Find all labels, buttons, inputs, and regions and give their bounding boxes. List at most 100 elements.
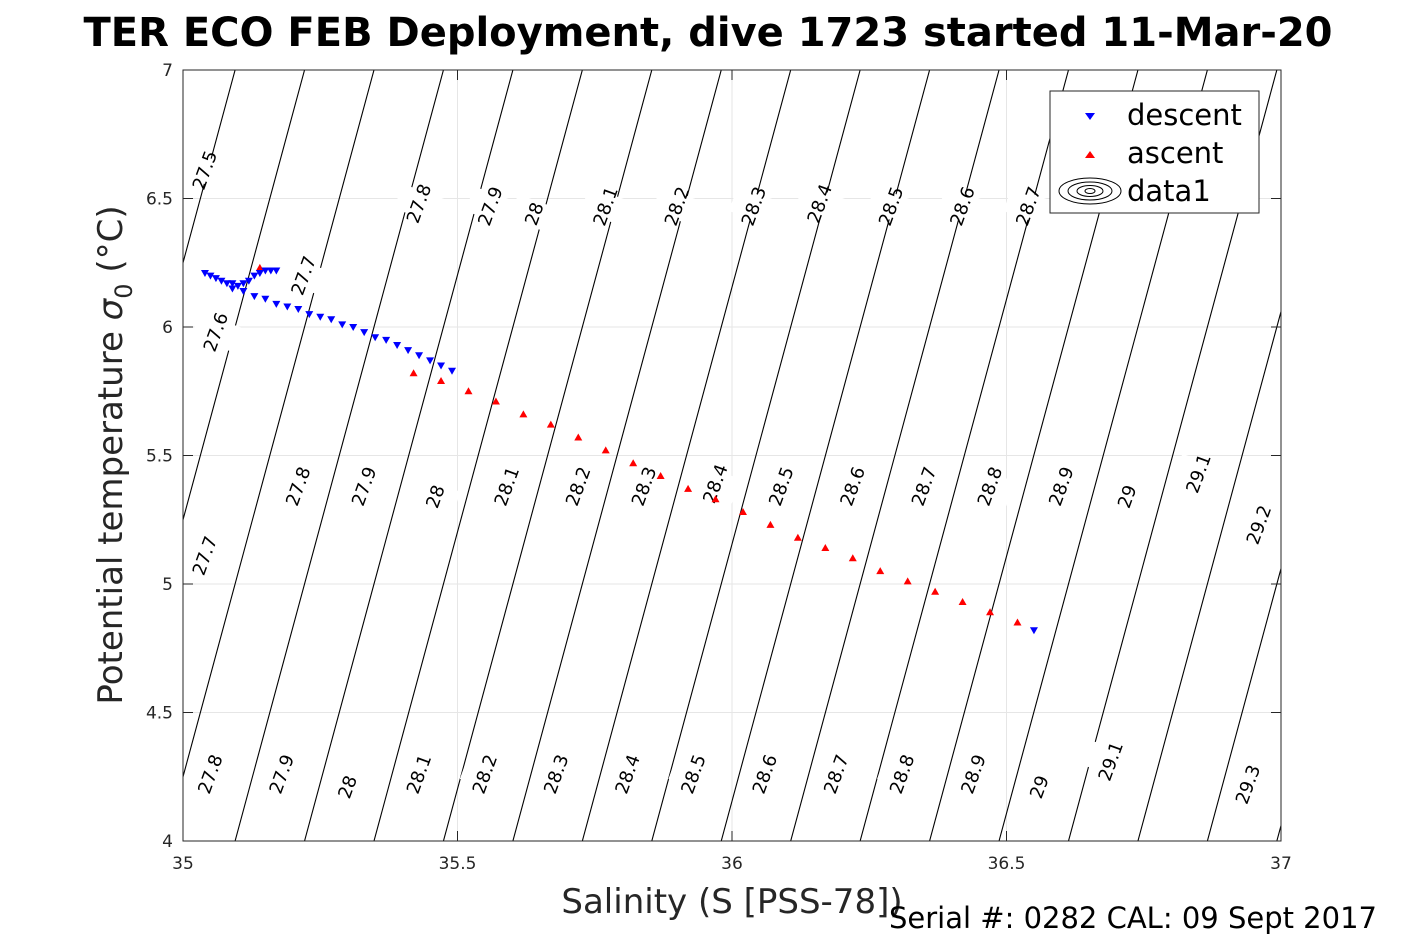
descent-point xyxy=(211,275,220,283)
contour-label-background xyxy=(339,466,390,507)
x-tick-label: 35.5 xyxy=(439,854,477,874)
contour-label-background xyxy=(531,754,582,794)
contour-label-background xyxy=(509,194,560,234)
contour-label-background xyxy=(756,466,807,507)
ascent-point xyxy=(437,376,446,384)
ascent-point xyxy=(629,459,638,467)
contour-line xyxy=(1137,309,1281,841)
descent-point xyxy=(206,272,215,280)
descent-point xyxy=(233,282,242,290)
y-tick-label: 5 xyxy=(162,575,173,595)
legend-descent-marker xyxy=(1085,113,1095,120)
descent-point xyxy=(393,341,402,349)
descent-point xyxy=(266,267,275,275)
descent-point xyxy=(360,329,369,337)
contour-line xyxy=(373,70,583,841)
ascent-point xyxy=(821,544,830,552)
ascent-point xyxy=(519,410,528,418)
ascent-point xyxy=(1013,618,1022,626)
ascent-point xyxy=(255,263,264,271)
ascent-point xyxy=(903,577,912,585)
y-tick-label: 5.5 xyxy=(146,447,173,467)
descent-point xyxy=(349,324,358,331)
contour-label-background xyxy=(794,183,845,224)
y-tick-label: 6.5 xyxy=(146,190,173,210)
descent-point xyxy=(272,300,281,308)
contour-label-background xyxy=(651,186,703,226)
descent-point xyxy=(382,336,391,344)
descent-point xyxy=(200,270,209,278)
ascent-point xyxy=(931,587,940,595)
x-axis-label: Salinity (S [PSS-78]) xyxy=(561,882,902,922)
legend-box xyxy=(1049,90,1260,214)
descent-point xyxy=(294,306,303,314)
y-tick-label: 7 xyxy=(162,61,173,81)
descent-point xyxy=(283,303,292,311)
chart-title: TER ECO FEB Deployment, dive 1723 starte… xyxy=(83,10,1332,56)
y-tick-label: 4.5 xyxy=(146,704,173,724)
descent-point xyxy=(250,293,259,301)
descent-point xyxy=(371,334,380,342)
contour-label-background xyxy=(256,754,307,794)
contour-label-background xyxy=(877,754,928,794)
ascent-point xyxy=(601,446,610,454)
descent-point xyxy=(327,316,336,324)
x-tick-label: 36.5 xyxy=(988,854,1026,874)
descent-point xyxy=(217,277,226,285)
contour-line xyxy=(183,70,306,522)
contour-line xyxy=(183,70,236,265)
contour-label-background xyxy=(1233,505,1285,545)
descent-point xyxy=(239,288,248,296)
ascent-point xyxy=(464,387,473,395)
contour-label-background xyxy=(190,312,242,352)
data-series xyxy=(200,263,1038,635)
contour-line xyxy=(1206,566,1281,841)
contour-label-background xyxy=(690,464,741,504)
descent-point xyxy=(426,357,435,365)
descent-point xyxy=(255,270,264,278)
contour-label-background xyxy=(580,186,631,226)
contour-label-background xyxy=(179,535,231,576)
contour-label-background xyxy=(948,754,999,794)
descent-point xyxy=(250,272,259,280)
descent-point xyxy=(228,280,237,288)
contour-label-background xyxy=(1222,764,1274,805)
contour-label-background xyxy=(668,754,719,794)
contour-label-background xyxy=(410,476,461,517)
ascent-point xyxy=(656,472,665,480)
contour-label-background xyxy=(728,186,780,226)
contour-label-background xyxy=(322,767,373,807)
ascent-point xyxy=(409,369,418,377)
ascent-point xyxy=(848,554,857,562)
contour-label-background xyxy=(481,466,533,507)
contour-label-background xyxy=(827,466,878,507)
contour-label-background xyxy=(393,183,445,224)
descent-point xyxy=(338,321,347,329)
descent-point xyxy=(415,352,424,360)
descent-point xyxy=(261,267,270,275)
x-tick-label: 36 xyxy=(721,854,743,874)
contour-label-background xyxy=(1173,453,1224,494)
ascent-point xyxy=(766,520,775,528)
contour-label-background xyxy=(739,754,791,794)
ascent-point xyxy=(958,597,967,605)
y-tick-label: 4 xyxy=(162,832,173,852)
contour-label-background xyxy=(964,466,1016,507)
y-axis-label: Potential temperature σ0 (°C) xyxy=(91,205,138,704)
x-tick-label: 37 xyxy=(1270,854,1292,874)
contour-label-background xyxy=(811,754,862,794)
legend-data1-label: data1 xyxy=(1127,174,1211,208)
legend: descent ascent data1 xyxy=(1049,90,1260,214)
descent-point xyxy=(448,367,457,375)
descent-point xyxy=(437,362,446,370)
contour-label-background xyxy=(866,186,917,226)
contour-label-background xyxy=(602,754,653,794)
contour-label-background xyxy=(1036,466,1087,507)
ascent-point xyxy=(684,484,693,492)
descent-point xyxy=(239,280,248,288)
contour-label-background xyxy=(278,255,329,296)
descent-point xyxy=(305,311,314,319)
descent-point xyxy=(244,277,253,285)
serial-calibration-note: Serial #: 0282 CAL: 09 Sept 2017 xyxy=(889,901,1377,935)
contour-label-background xyxy=(273,466,324,507)
